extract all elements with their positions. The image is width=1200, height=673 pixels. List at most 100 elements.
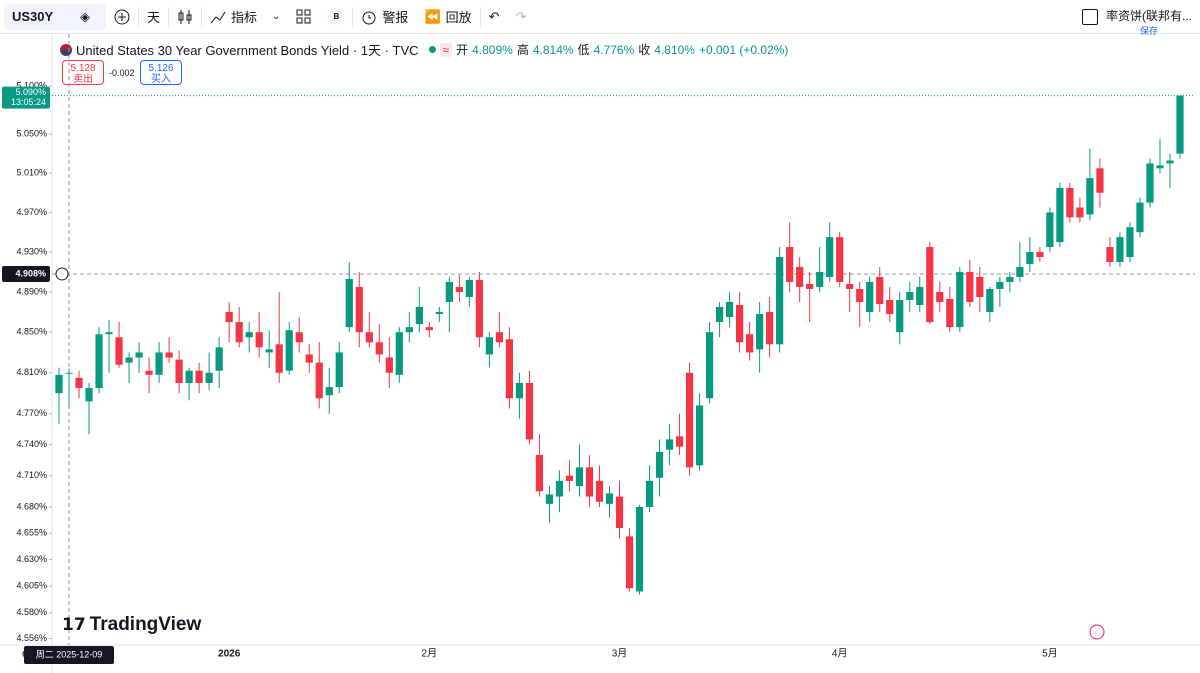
sell-price: 5.128 bbox=[70, 63, 96, 74]
badge-button[interactable]: B bbox=[320, 0, 352, 34]
candle-body bbox=[185, 370, 193, 383]
checkbox[interactable] bbox=[1082, 9, 1098, 25]
candle-body bbox=[856, 288, 864, 302]
candle-body bbox=[685, 372, 694, 468]
candle-body bbox=[826, 237, 834, 277]
save: 保存 bbox=[1139, 26, 1158, 36]
candle-body bbox=[385, 357, 393, 373]
watermark-text: TradingView bbox=[89, 614, 202, 635]
separator bbox=[168, 6, 170, 27]
templates-button[interactable] bbox=[288, 0, 320, 34]
crosshair-plus bbox=[55, 267, 69, 281]
candle-body bbox=[1006, 276, 1014, 282]
close: 4.810% bbox=[654, 42, 695, 57]
candle-body bbox=[355, 286, 363, 333]
y-tick-label: 5.100% bbox=[16, 80, 47, 90]
candle-body bbox=[916, 286, 924, 305]
candle-body bbox=[1076, 207, 1084, 218]
candle-body bbox=[455, 286, 463, 292]
candle-body bbox=[475, 279, 483, 338]
watermark: 𝟭𝟳 TradingView bbox=[62, 614, 201, 636]
candle-body bbox=[235, 322, 243, 343]
buy: 买入 bbox=[151, 74, 171, 85]
candle-body bbox=[695, 405, 704, 466]
candle-body bbox=[555, 480, 564, 497]
candle-body bbox=[766, 312, 774, 345]
change: +0.001 (+0.02%) bbox=[698, 42, 789, 57]
candle-body bbox=[165, 352, 173, 358]
candle-body bbox=[255, 332, 263, 348]
candle-body bbox=[105, 332, 113, 335]
candle-body bbox=[245, 332, 253, 338]
compare-button[interactable] bbox=[106, 0, 138, 34]
candle-body bbox=[545, 494, 554, 504]
chart-type-button[interactable] bbox=[169, 0, 201, 34]
x-tick-label: 2月 bbox=[422, 648, 438, 660]
candle-body bbox=[535, 454, 544, 492]
candle-body bbox=[415, 307, 423, 325]
last-price-tag bbox=[2, 86, 50, 109]
separator bbox=[201, 6, 203, 27]
open-label: 开 bbox=[456, 43, 469, 57]
candle-body bbox=[295, 332, 303, 343]
candle-body bbox=[1036, 252, 1044, 258]
crosshair-date: 周二 2025-12-09 bbox=[36, 649, 103, 659]
symbol-search[interactable]: US30Y ◈ bbox=[4, 3, 106, 30]
candle-body bbox=[906, 291, 914, 300]
symbol: US30Y bbox=[12, 9, 54, 24]
buy-button[interactable]: 5.126 买入 bbox=[140, 60, 182, 85]
candle-body bbox=[796, 266, 804, 287]
candle-body bbox=[986, 288, 994, 313]
undo-button[interactable]: ↶ bbox=[481, 0, 508, 34]
candle-body bbox=[655, 451, 664, 478]
settings-icon bbox=[22, 649, 32, 659]
y-tick-label: 4.556% bbox=[16, 633, 47, 643]
candle-body bbox=[736, 304, 744, 343]
candle-body bbox=[285, 330, 293, 371]
status-icon: ≈ bbox=[439, 42, 453, 57]
price-axis bbox=[0, 34, 52, 645]
legend: United States 30 Year Government Bonds Y… bbox=[60, 40, 788, 59]
candle-body bbox=[135, 352, 143, 358]
y-tick-label: 4.680% bbox=[16, 501, 47, 511]
candle-body bbox=[605, 493, 614, 504]
replay-button[interactable]: ⏪ 回放 bbox=[416, 0, 479, 34]
x-tick-label: 3月 bbox=[612, 648, 628, 660]
candle-body bbox=[1056, 187, 1064, 243]
last-price-label: 5.090% bbox=[15, 87, 46, 97]
badge: B bbox=[328, 8, 345, 25]
candle-body bbox=[425, 327, 433, 331]
grid-icon bbox=[296, 9, 311, 23]
y-tick-label: 4.850% bbox=[16, 327, 47, 337]
candle-body bbox=[525, 382, 534, 440]
candle-body bbox=[966, 271, 974, 302]
candle-body bbox=[1166, 160, 1174, 164]
plot: 5.100% 5.050% 5.010% 4.970% 4.930% 4.890% 4.85… bbox=[0, 34, 1200, 673]
candle-body bbox=[836, 237, 844, 282]
replay: 回放 bbox=[445, 10, 472, 25]
sell: 卖出 bbox=[73, 74, 93, 85]
candle-body bbox=[265, 349, 273, 353]
candle-body bbox=[585, 467, 594, 497]
layout-button[interactable]: 率资饼(联邦有... 保存 bbox=[1106, 7, 1192, 37]
alerts-button[interactable]: 警报 bbox=[353, 0, 416, 34]
candle-body bbox=[75, 377, 83, 389]
candle-body bbox=[1106, 247, 1114, 262]
redo-button[interactable]: ↷ bbox=[508, 0, 535, 34]
candle-body bbox=[465, 279, 473, 297]
candle-body bbox=[335, 352, 343, 388]
flash-icon bbox=[1089, 624, 1105, 640]
candle-body bbox=[575, 467, 584, 487]
symbol-icon: ◈ bbox=[80, 8, 90, 24]
candle-body bbox=[1096, 168, 1104, 193]
interval-button[interactable]: 天 bbox=[139, 0, 168, 34]
candle-body bbox=[996, 281, 1004, 289]
candle-body bbox=[1156, 165, 1164, 169]
separator bbox=[138, 6, 139, 27]
candle-body bbox=[1136, 202, 1144, 233]
candle-body bbox=[806, 283, 814, 289]
indicators-button[interactable]: 指标 ⌄ bbox=[202, 0, 288, 34]
y-tick-label: 4.630% bbox=[16, 554, 47, 564]
layout-area: 率资饼(联邦有... 保存 bbox=[1082, 2, 1192, 37]
candle-body bbox=[155, 352, 163, 375]
